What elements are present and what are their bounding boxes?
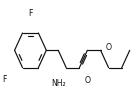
Text: O: O	[106, 43, 112, 52]
Text: O: O	[84, 76, 90, 85]
Text: F: F	[2, 75, 6, 84]
Text: NH₂: NH₂	[51, 79, 66, 88]
Text: F: F	[28, 9, 33, 18]
